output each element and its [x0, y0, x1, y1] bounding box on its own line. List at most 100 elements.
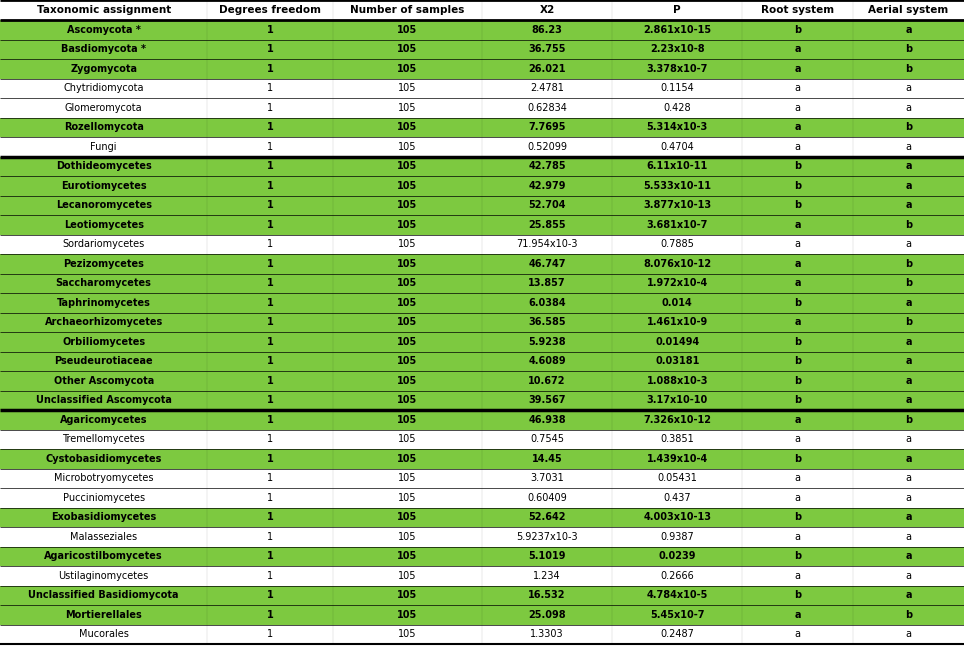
Text: a: a [794, 630, 801, 640]
Text: a: a [794, 142, 801, 152]
Text: b: b [794, 395, 801, 405]
Text: 0.9387: 0.9387 [660, 532, 694, 542]
Text: b: b [794, 551, 801, 561]
Text: 1.234: 1.234 [533, 571, 561, 581]
Bar [0, 527, 964, 547]
Text: 52.642: 52.642 [528, 512, 566, 522]
Text: X2: X2 [540, 5, 554, 15]
Text: 105: 105 [398, 571, 416, 581]
Text: Tremellomycetes: Tremellomycetes [63, 434, 145, 444]
Text: 5.1019: 5.1019 [528, 551, 566, 561]
Text: 4.6089: 4.6089 [528, 357, 566, 366]
Text: 1: 1 [266, 415, 274, 425]
Text: a: a [794, 473, 801, 483]
Text: 71.954x10-3: 71.954x10-3 [517, 240, 577, 250]
Text: Taxonomic assignment: Taxonomic assignment [37, 5, 171, 15]
Text: 25.855: 25.855 [528, 219, 566, 229]
Text: a: a [794, 493, 801, 502]
Bar [0, 254, 964, 274]
Text: 0.01494: 0.01494 [656, 337, 699, 347]
Text: a: a [794, 122, 801, 132]
Text: a: a [905, 434, 912, 444]
Text: a: a [905, 103, 912, 113]
Text: 105: 105 [397, 122, 417, 132]
Text: Zygomycota: Zygomycota [70, 64, 137, 74]
Text: a: a [905, 630, 912, 640]
Text: 1: 1 [266, 376, 274, 386]
Text: 105: 105 [398, 532, 416, 542]
Text: a: a [794, 83, 801, 93]
Text: b: b [794, 512, 801, 522]
Text: Glomeromycota: Glomeromycota [65, 103, 143, 113]
Bar [0, 508, 964, 527]
Bar [0, 332, 964, 351]
Text: b: b [905, 278, 912, 288]
Text: Exobasidiomycetes: Exobasidiomycetes [51, 512, 156, 522]
Text: b: b [905, 122, 912, 132]
Text: 105: 105 [397, 25, 417, 35]
Text: 7.7695: 7.7695 [528, 122, 566, 132]
Text: 1: 1 [266, 317, 274, 327]
Text: 3.681x10-7: 3.681x10-7 [647, 219, 708, 229]
Text: 0.7885: 0.7885 [660, 240, 694, 250]
Text: 105: 105 [398, 493, 416, 502]
Text: 105: 105 [397, 337, 417, 347]
Text: 1: 1 [266, 454, 274, 464]
Text: a: a [794, 571, 801, 581]
Text: 105: 105 [398, 630, 416, 640]
Text: Unclassified Basidiomycota: Unclassified Basidiomycota [28, 590, 179, 600]
Text: 105: 105 [397, 200, 417, 210]
Text: a: a [905, 473, 912, 483]
Text: Archaeorhizomycetes: Archaeorhizomycetes [44, 317, 163, 327]
Text: 1: 1 [266, 64, 274, 74]
Text: b: b [794, 590, 801, 600]
Text: 1: 1 [266, 395, 274, 405]
Bar [0, 429, 964, 449]
Text: 5.9238: 5.9238 [528, 337, 566, 347]
Text: 36.585: 36.585 [528, 317, 566, 327]
Text: 0.03181: 0.03181 [655, 357, 700, 366]
Bar [0, 137, 964, 157]
Text: a: a [794, 240, 801, 250]
Text: 36.755: 36.755 [528, 44, 566, 54]
Text: 0.437: 0.437 [663, 493, 691, 502]
Text: 105: 105 [398, 473, 416, 483]
Text: 39.567: 39.567 [528, 395, 566, 405]
Text: 105: 105 [397, 590, 417, 600]
Text: b: b [905, 259, 912, 269]
Text: 1: 1 [267, 434, 273, 444]
Text: b: b [794, 337, 801, 347]
Text: 105: 105 [397, 44, 417, 54]
Text: 1: 1 [266, 44, 274, 54]
Text: b: b [794, 200, 801, 210]
Bar [0, 215, 964, 235]
Text: Ascomycota *: Ascomycota * [67, 25, 141, 35]
Text: 4.003x10-13: 4.003x10-13 [643, 512, 711, 522]
Text: 1: 1 [266, 590, 274, 600]
Text: 1: 1 [267, 103, 273, 113]
Text: a: a [905, 590, 912, 600]
Text: Agaricomycetes: Agaricomycetes [60, 415, 147, 425]
Text: 0.60409: 0.60409 [527, 493, 567, 502]
Text: 1: 1 [266, 200, 274, 210]
Text: 0.428: 0.428 [663, 103, 691, 113]
Bar [0, 624, 964, 644]
Text: Dothideomycetes: Dothideomycetes [56, 161, 151, 171]
Text: a: a [794, 434, 801, 444]
Text: 105: 105 [398, 142, 416, 152]
Text: a: a [794, 259, 801, 269]
Text: b: b [905, 219, 912, 229]
Text: 1: 1 [266, 512, 274, 522]
Text: 1: 1 [266, 25, 274, 35]
Bar [0, 371, 964, 391]
Text: Agaricostilbomycetes: Agaricostilbomycetes [44, 551, 163, 561]
Text: 0.1154: 0.1154 [660, 83, 694, 93]
Text: a: a [905, 357, 912, 366]
Text: 105: 105 [397, 376, 417, 386]
Text: Leotiomycetes: Leotiomycetes [64, 219, 144, 229]
Bar [0, 0, 964, 20]
Text: 26.021: 26.021 [528, 64, 566, 74]
Text: a: a [794, 532, 801, 542]
Text: 1: 1 [266, 551, 274, 561]
Text: 42.785: 42.785 [528, 161, 566, 171]
